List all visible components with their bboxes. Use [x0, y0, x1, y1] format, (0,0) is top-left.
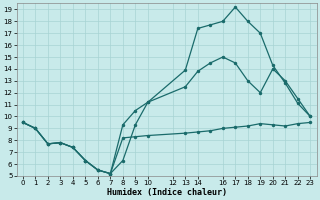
X-axis label: Humidex (Indice chaleur): Humidex (Indice chaleur) [107, 188, 227, 197]
